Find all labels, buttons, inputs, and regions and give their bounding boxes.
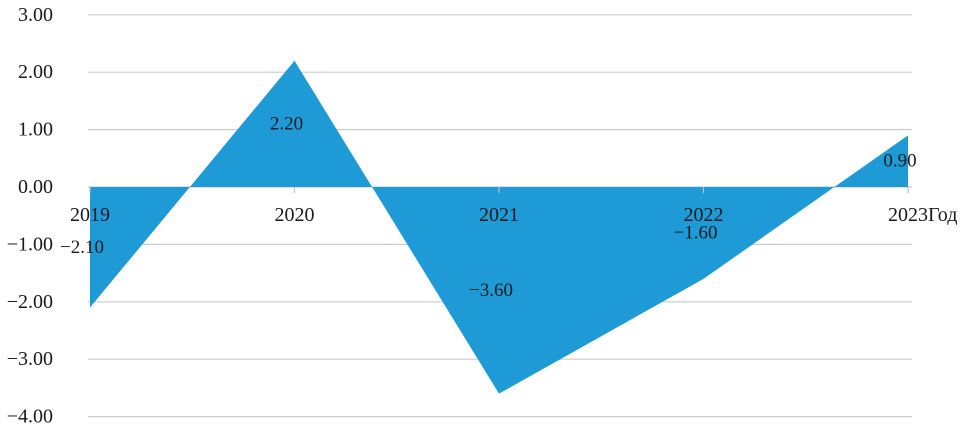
- y-tick-label: −4.00: [7, 406, 53, 428]
- y-tick-label: −1.00: [7, 233, 53, 255]
- x-tick-label: 2019: [70, 204, 110, 226]
- y-tick-label: 0.00: [18, 176, 53, 198]
- data-label: 2.20: [270, 113, 303, 134]
- x-tick-label: 2023: [888, 204, 928, 226]
- x-axis-title: Год: [928, 204, 957, 226]
- y-tick-label: 2.00: [18, 61, 53, 83]
- y-tick-label: −3.00: [7, 348, 53, 370]
- area-series: [90, 60, 908, 394]
- data-label: −3.60: [469, 280, 513, 301]
- y-tick-label: 1.00: [18, 119, 53, 141]
- y-tick-label: 3.00: [18, 4, 53, 26]
- y-tick-label: −2.00: [7, 291, 53, 313]
- x-tick-label: 2020: [275, 204, 315, 226]
- data-label: −2.10: [60, 237, 104, 258]
- x-tick-label: 2021: [479, 204, 519, 226]
- x-tick-label: 2022: [684, 204, 724, 226]
- data-label: −1.60: [674, 222, 718, 243]
- data-label: 0.90: [883, 151, 916, 172]
